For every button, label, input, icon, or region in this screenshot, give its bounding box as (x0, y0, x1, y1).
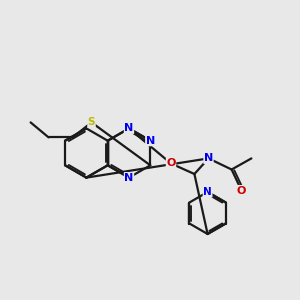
Text: O: O (166, 158, 176, 169)
Text: O: O (237, 185, 246, 196)
Text: N: N (124, 172, 134, 183)
Text: N: N (146, 136, 155, 146)
Text: N: N (124, 123, 134, 134)
Text: N: N (204, 153, 213, 164)
Text: S: S (88, 117, 95, 128)
Text: N: N (203, 187, 212, 197)
